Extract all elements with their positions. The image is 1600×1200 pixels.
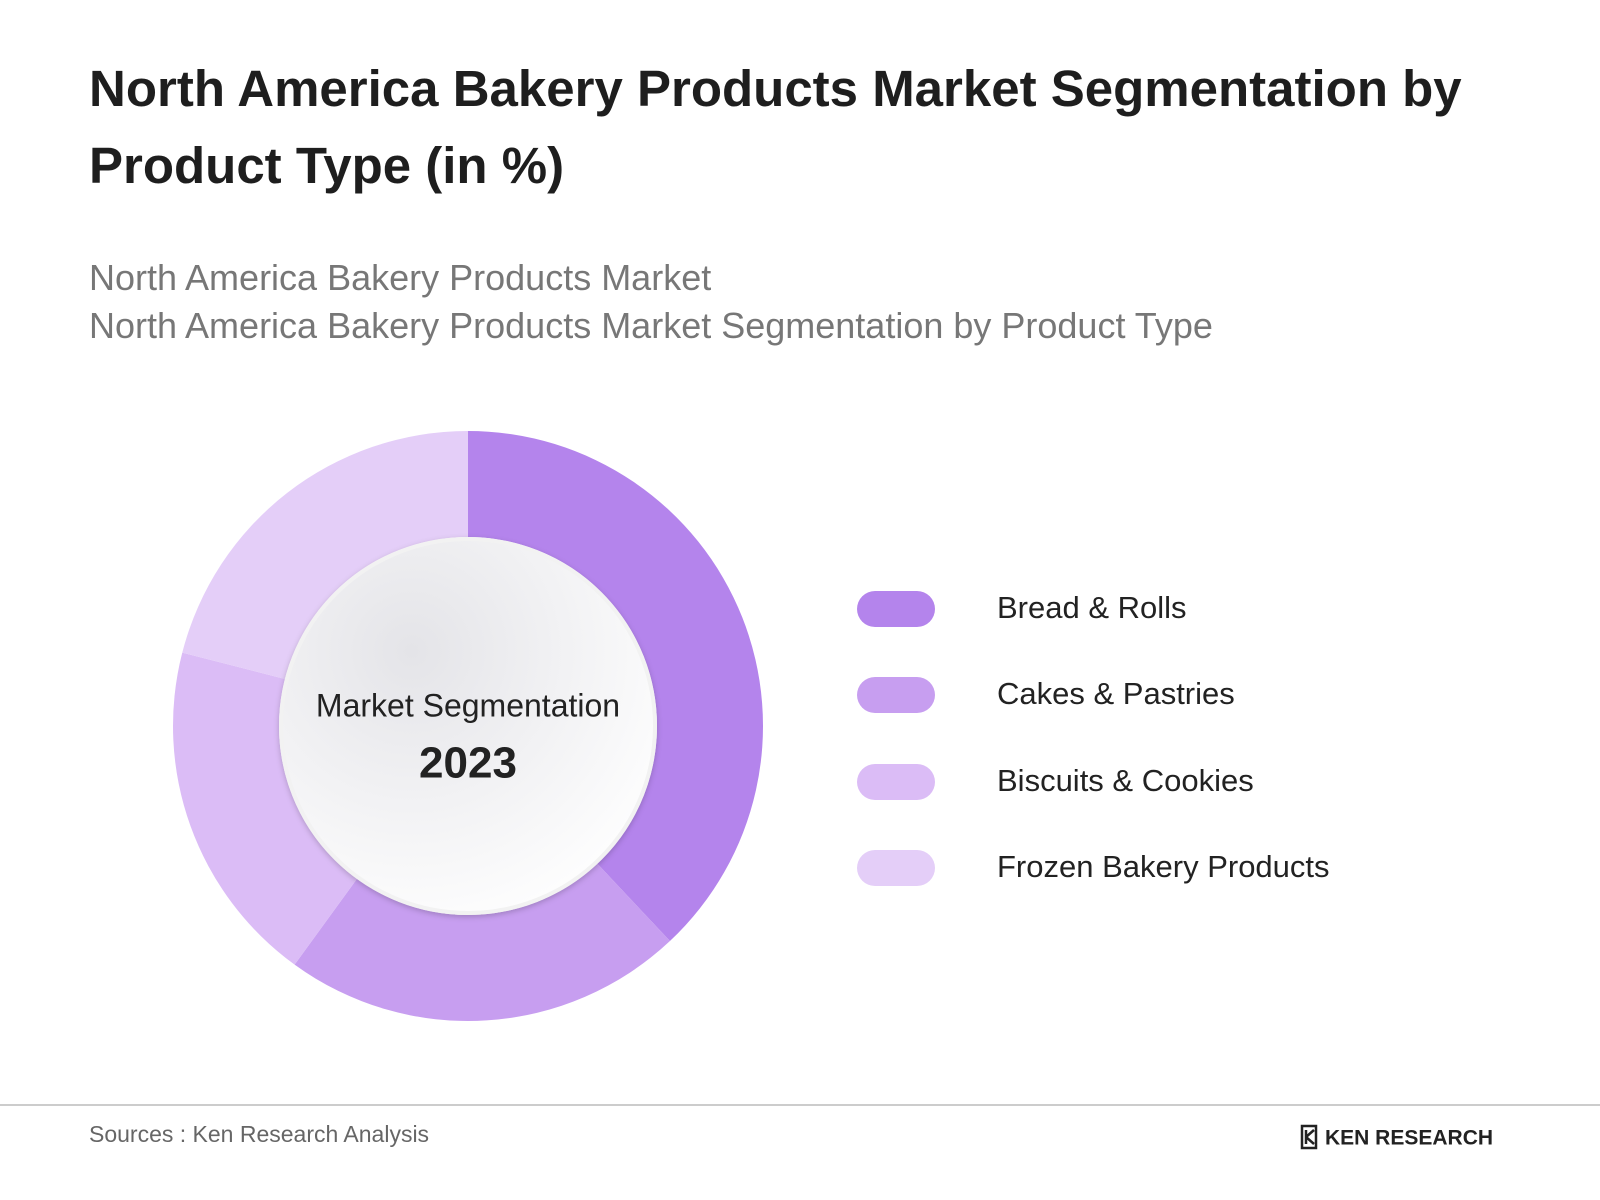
legend-label: Biscuits & Cookies [997,763,1254,798]
subtitle: North America Bakery Products Market Nor… [89,254,1213,350]
legend-label: Cakes & Pastries [997,676,1235,711]
donut-center [279,537,657,915]
subtitle-line: North America Bakery Products Market [89,257,712,298]
subtitle-line: North America Bakery Products Market Seg… [89,305,1213,346]
donut-segment [294,863,670,1021]
logo-icon [1300,1124,1318,1150]
donut-segment [182,431,468,679]
donut-segment [468,431,763,942]
center-label: Market Segmentation [316,687,620,723]
donut [173,431,763,1021]
logo: KEN RESEARCH [1325,1127,1493,1150]
legend-label: Bread & Rolls [997,590,1187,625]
legend: Bread & Rolls Cakes & Pastries Biscuits & … [857,590,1330,886]
legend-label: Frozen Bakery Products [997,849,1330,884]
source: Sources : Ken Research Analysis [89,1121,429,1147]
legend-swatch [857,591,935,627]
chart-title: North America Bakery Products Market Seg… [89,60,1462,194]
legend-swatch [857,850,935,886]
legend-swatch [857,677,935,713]
legend-swatch [857,764,935,800]
donut-segment [173,652,357,965]
center-year: 2023 [419,739,517,788]
